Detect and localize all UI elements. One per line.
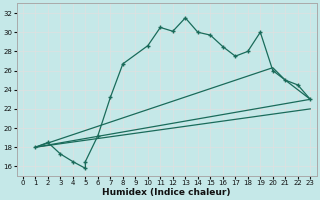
X-axis label: Humidex (Indice chaleur): Humidex (Indice chaleur) [102, 188, 231, 197]
